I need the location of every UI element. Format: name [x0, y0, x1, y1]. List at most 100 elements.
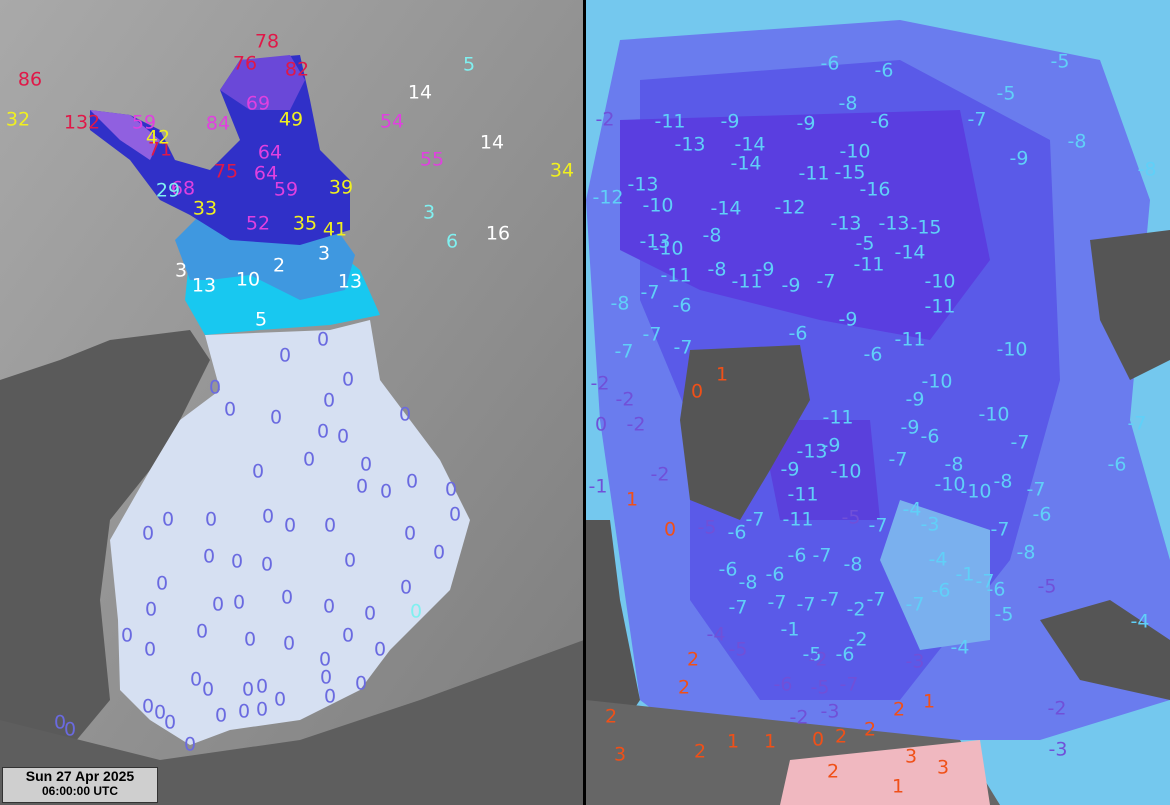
value-label: -7 — [768, 592, 787, 614]
value-label: 0 — [342, 625, 354, 647]
value-label: -13 — [627, 174, 658, 196]
value-label: -6 — [1033, 504, 1052, 526]
value-label: 82 — [285, 59, 309, 81]
value-label: -9 — [901, 417, 920, 439]
value-label: -2 — [651, 464, 670, 486]
value-label: -2 — [847, 599, 866, 621]
nodata — [680, 345, 810, 520]
value-label: 0 — [256, 676, 268, 698]
value-label: -8 — [611, 293, 630, 315]
field-core — [760, 420, 880, 520]
value-label: -6 — [719, 559, 738, 581]
value-label: -3 — [821, 701, 840, 723]
value-label: 2 — [864, 719, 876, 741]
value-label: -7 — [746, 509, 765, 531]
value-label: 52 — [246, 213, 270, 235]
value-label: -11 — [660, 265, 691, 287]
value-label: 0 — [162, 509, 174, 531]
value-label: 0 — [238, 701, 250, 723]
value-label: -7 — [906, 594, 925, 616]
value-label: 0 — [337, 426, 349, 448]
value-label: 0 — [364, 603, 376, 625]
value-label: 0 — [323, 390, 335, 412]
value-label: -10 — [996, 339, 1027, 361]
value-label: -7 — [840, 674, 859, 696]
value-label: 0 — [231, 551, 243, 573]
value-label: -15 — [910, 217, 941, 239]
value-label: 2 — [687, 649, 699, 671]
value-label: -8 — [739, 572, 758, 594]
value-label: 0 — [212, 594, 224, 616]
value-label: -9 — [906, 389, 925, 411]
value-label: -9 — [782, 275, 801, 297]
value-label: 0 — [142, 523, 154, 545]
value-label: 78 — [255, 31, 279, 53]
time: 06:00:00 UTC — [41, 784, 119, 798]
value-label: 1 — [626, 489, 638, 511]
value-label: -5 — [1038, 576, 1057, 598]
value-label: -13 — [830, 213, 861, 235]
value-label: -6 — [728, 522, 747, 544]
value-label: 84 — [206, 113, 230, 135]
value-label: 3 — [318, 243, 330, 265]
right-panel — [586, 0, 1170, 805]
value-label: 132 — [64, 112, 100, 134]
value-label: 86 — [18, 69, 42, 91]
value-label: 0 — [164, 712, 176, 734]
value-label: 0 — [270, 407, 282, 429]
value-label: -2 — [596, 109, 615, 131]
value-label: 0 — [242, 679, 254, 701]
value-label: -7 — [797, 594, 816, 616]
value-label: 0 — [184, 734, 196, 756]
value-label: 0 — [215, 705, 227, 727]
value-label: -11 — [924, 296, 955, 318]
value-label: 6 — [446, 231, 458, 253]
value-label: -7 — [674, 337, 693, 359]
value-label: 0 — [64, 719, 76, 741]
value-label: 0 — [145, 599, 157, 621]
value-label: 54 — [380, 111, 404, 133]
value-label: -6 — [788, 545, 807, 567]
value-label: 34 — [550, 160, 574, 182]
value-label: -5 — [698, 517, 717, 539]
value-label: 2 — [273, 255, 285, 277]
value-label: -11 — [822, 407, 853, 429]
value-label: -8 — [994, 471, 1013, 493]
value-label: -3 — [921, 514, 940, 536]
value-label: 0 — [406, 471, 418, 493]
value-label: -12 — [592, 187, 623, 209]
value-label: 0 — [356, 476, 368, 498]
value-label: 0 — [256, 699, 268, 721]
value-label: 3 — [905, 746, 917, 768]
value-label: -6 — [1108, 454, 1127, 476]
field-light — [880, 500, 990, 650]
value-label: -16 — [859, 179, 890, 201]
value-label: -5 — [1051, 51, 1070, 73]
nodata — [1090, 230, 1170, 380]
value-label: -4 — [951, 637, 970, 659]
value-label: 0 — [317, 329, 329, 351]
field-core — [620, 110, 990, 340]
left-panel — [0, 0, 584, 805]
value-label: -9 — [797, 113, 816, 135]
value-label: -14 — [734, 134, 765, 156]
value-label: 0 — [142, 696, 154, 718]
value-label: -6 — [987, 579, 1006, 601]
value-label: -1 — [781, 619, 800, 641]
value-label: -5 — [729, 639, 748, 661]
value-label: 2 — [827, 761, 839, 783]
value-label: 35 — [293, 213, 317, 235]
value-label: 64 — [258, 142, 282, 164]
region-peak — [90, 110, 160, 160]
value-label: 0 — [323, 596, 335, 618]
value-label: -1 — [956, 564, 975, 586]
value-label: -9 — [721, 111, 740, 133]
timestamp-box: Sun 27 Apr 2025 06:00:00 UTC — [2, 767, 158, 803]
value-label: 0 — [812, 729, 824, 751]
value-label: 0 — [274, 689, 286, 711]
value-label: -15 — [834, 162, 865, 184]
value-label: -3 — [1049, 739, 1068, 761]
value-label: -6 — [766, 564, 785, 586]
value-label: -10 — [924, 271, 955, 293]
